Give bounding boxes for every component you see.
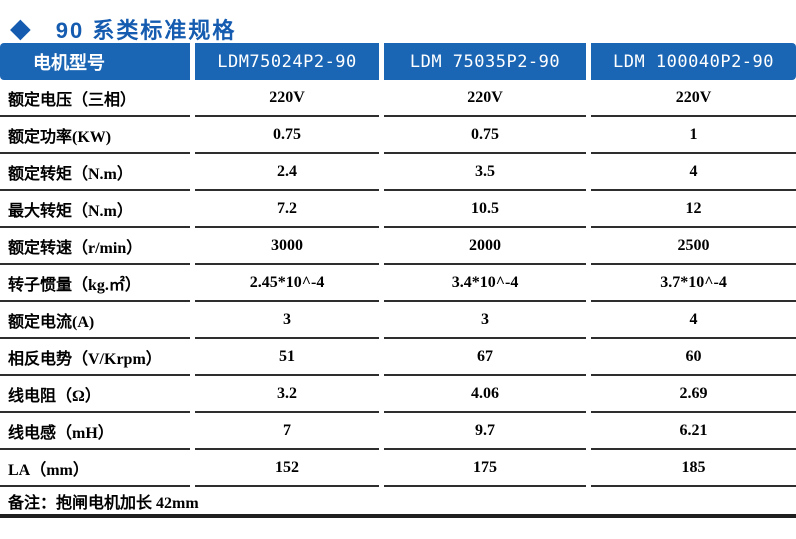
row-value: 2000 bbox=[384, 228, 586, 265]
row-value: 67 bbox=[384, 339, 586, 376]
row-value: 6.21 bbox=[591, 413, 796, 450]
row-value: 3000 bbox=[195, 228, 379, 265]
row-label: 额定转矩（N.m） bbox=[0, 154, 190, 191]
row-value: 4.06 bbox=[384, 376, 586, 413]
row-label: 最大转矩（N.m） bbox=[0, 191, 190, 228]
section-title-bar: ◆ 90 系类标准规格 bbox=[0, 0, 796, 43]
row-label: 线电感（mH） bbox=[0, 413, 190, 450]
row-value: 7.2 bbox=[195, 191, 379, 228]
header-model-ldm75024: LDM75024P2-90 bbox=[195, 43, 379, 80]
row-label: 额定电流(A) bbox=[0, 302, 190, 339]
diamond-icon: ◆ bbox=[10, 13, 31, 43]
row-label: 转子惯量（kg.㎡） bbox=[0, 265, 190, 302]
row-value: 4 bbox=[591, 154, 796, 191]
spec-table: 电机型号 LDM75024P2-90 LDM 75035P2-90 LDM 10… bbox=[0, 43, 796, 518]
row-value: 12 bbox=[591, 191, 796, 228]
row-value: 2.45*10^-4 bbox=[195, 265, 379, 302]
row-value: 10.5 bbox=[384, 191, 586, 228]
row-value: 0.75 bbox=[195, 117, 379, 154]
row-value: 9.7 bbox=[384, 413, 586, 450]
row-label: 额定电压（三相） bbox=[0, 80, 190, 117]
row-value: 3 bbox=[195, 302, 379, 339]
row-label: 线电阻（Ω） bbox=[0, 376, 190, 413]
row-value: 220V bbox=[591, 80, 796, 117]
header-motor-model: 电机型号 bbox=[0, 43, 190, 80]
row-value: 220V bbox=[195, 80, 379, 117]
row-value: 2500 bbox=[591, 228, 796, 265]
row-label: 额定功率(KW) bbox=[0, 117, 190, 154]
row-value: 185 bbox=[591, 450, 796, 487]
row-value: 175 bbox=[384, 450, 586, 487]
row-value: 51 bbox=[195, 339, 379, 376]
row-value: 3 bbox=[384, 302, 586, 339]
row-value: 152 bbox=[195, 450, 379, 487]
row-value: 3.4*10^-4 bbox=[384, 265, 586, 302]
row-value: 60 bbox=[591, 339, 796, 376]
row-label: 相反电势（V/Krpm） bbox=[0, 339, 190, 376]
row-value: 3.2 bbox=[195, 376, 379, 413]
row-value: 2.69 bbox=[591, 376, 796, 413]
row-label: LA（mm） bbox=[0, 450, 190, 487]
table-footnote: 备注：抱闸电机加长 42mm bbox=[0, 487, 796, 518]
row-value: 2.4 bbox=[195, 154, 379, 191]
header-model-ldm100040: LDM 100040P2-90 bbox=[591, 43, 796, 80]
row-value: 3.7*10^-4 bbox=[591, 265, 796, 302]
row-value: 220V bbox=[384, 80, 586, 117]
row-value: 7 bbox=[195, 413, 379, 450]
page-title: 90 系类标准规格 bbox=[55, 17, 237, 43]
header-model-ldm75035: LDM 75035P2-90 bbox=[384, 43, 586, 80]
row-label: 额定转速（r/min） bbox=[0, 228, 190, 265]
row-value: 0.75 bbox=[384, 117, 586, 154]
row-value: 4 bbox=[591, 302, 796, 339]
row-value: 1 bbox=[591, 117, 796, 154]
row-value: 3.5 bbox=[384, 154, 586, 191]
